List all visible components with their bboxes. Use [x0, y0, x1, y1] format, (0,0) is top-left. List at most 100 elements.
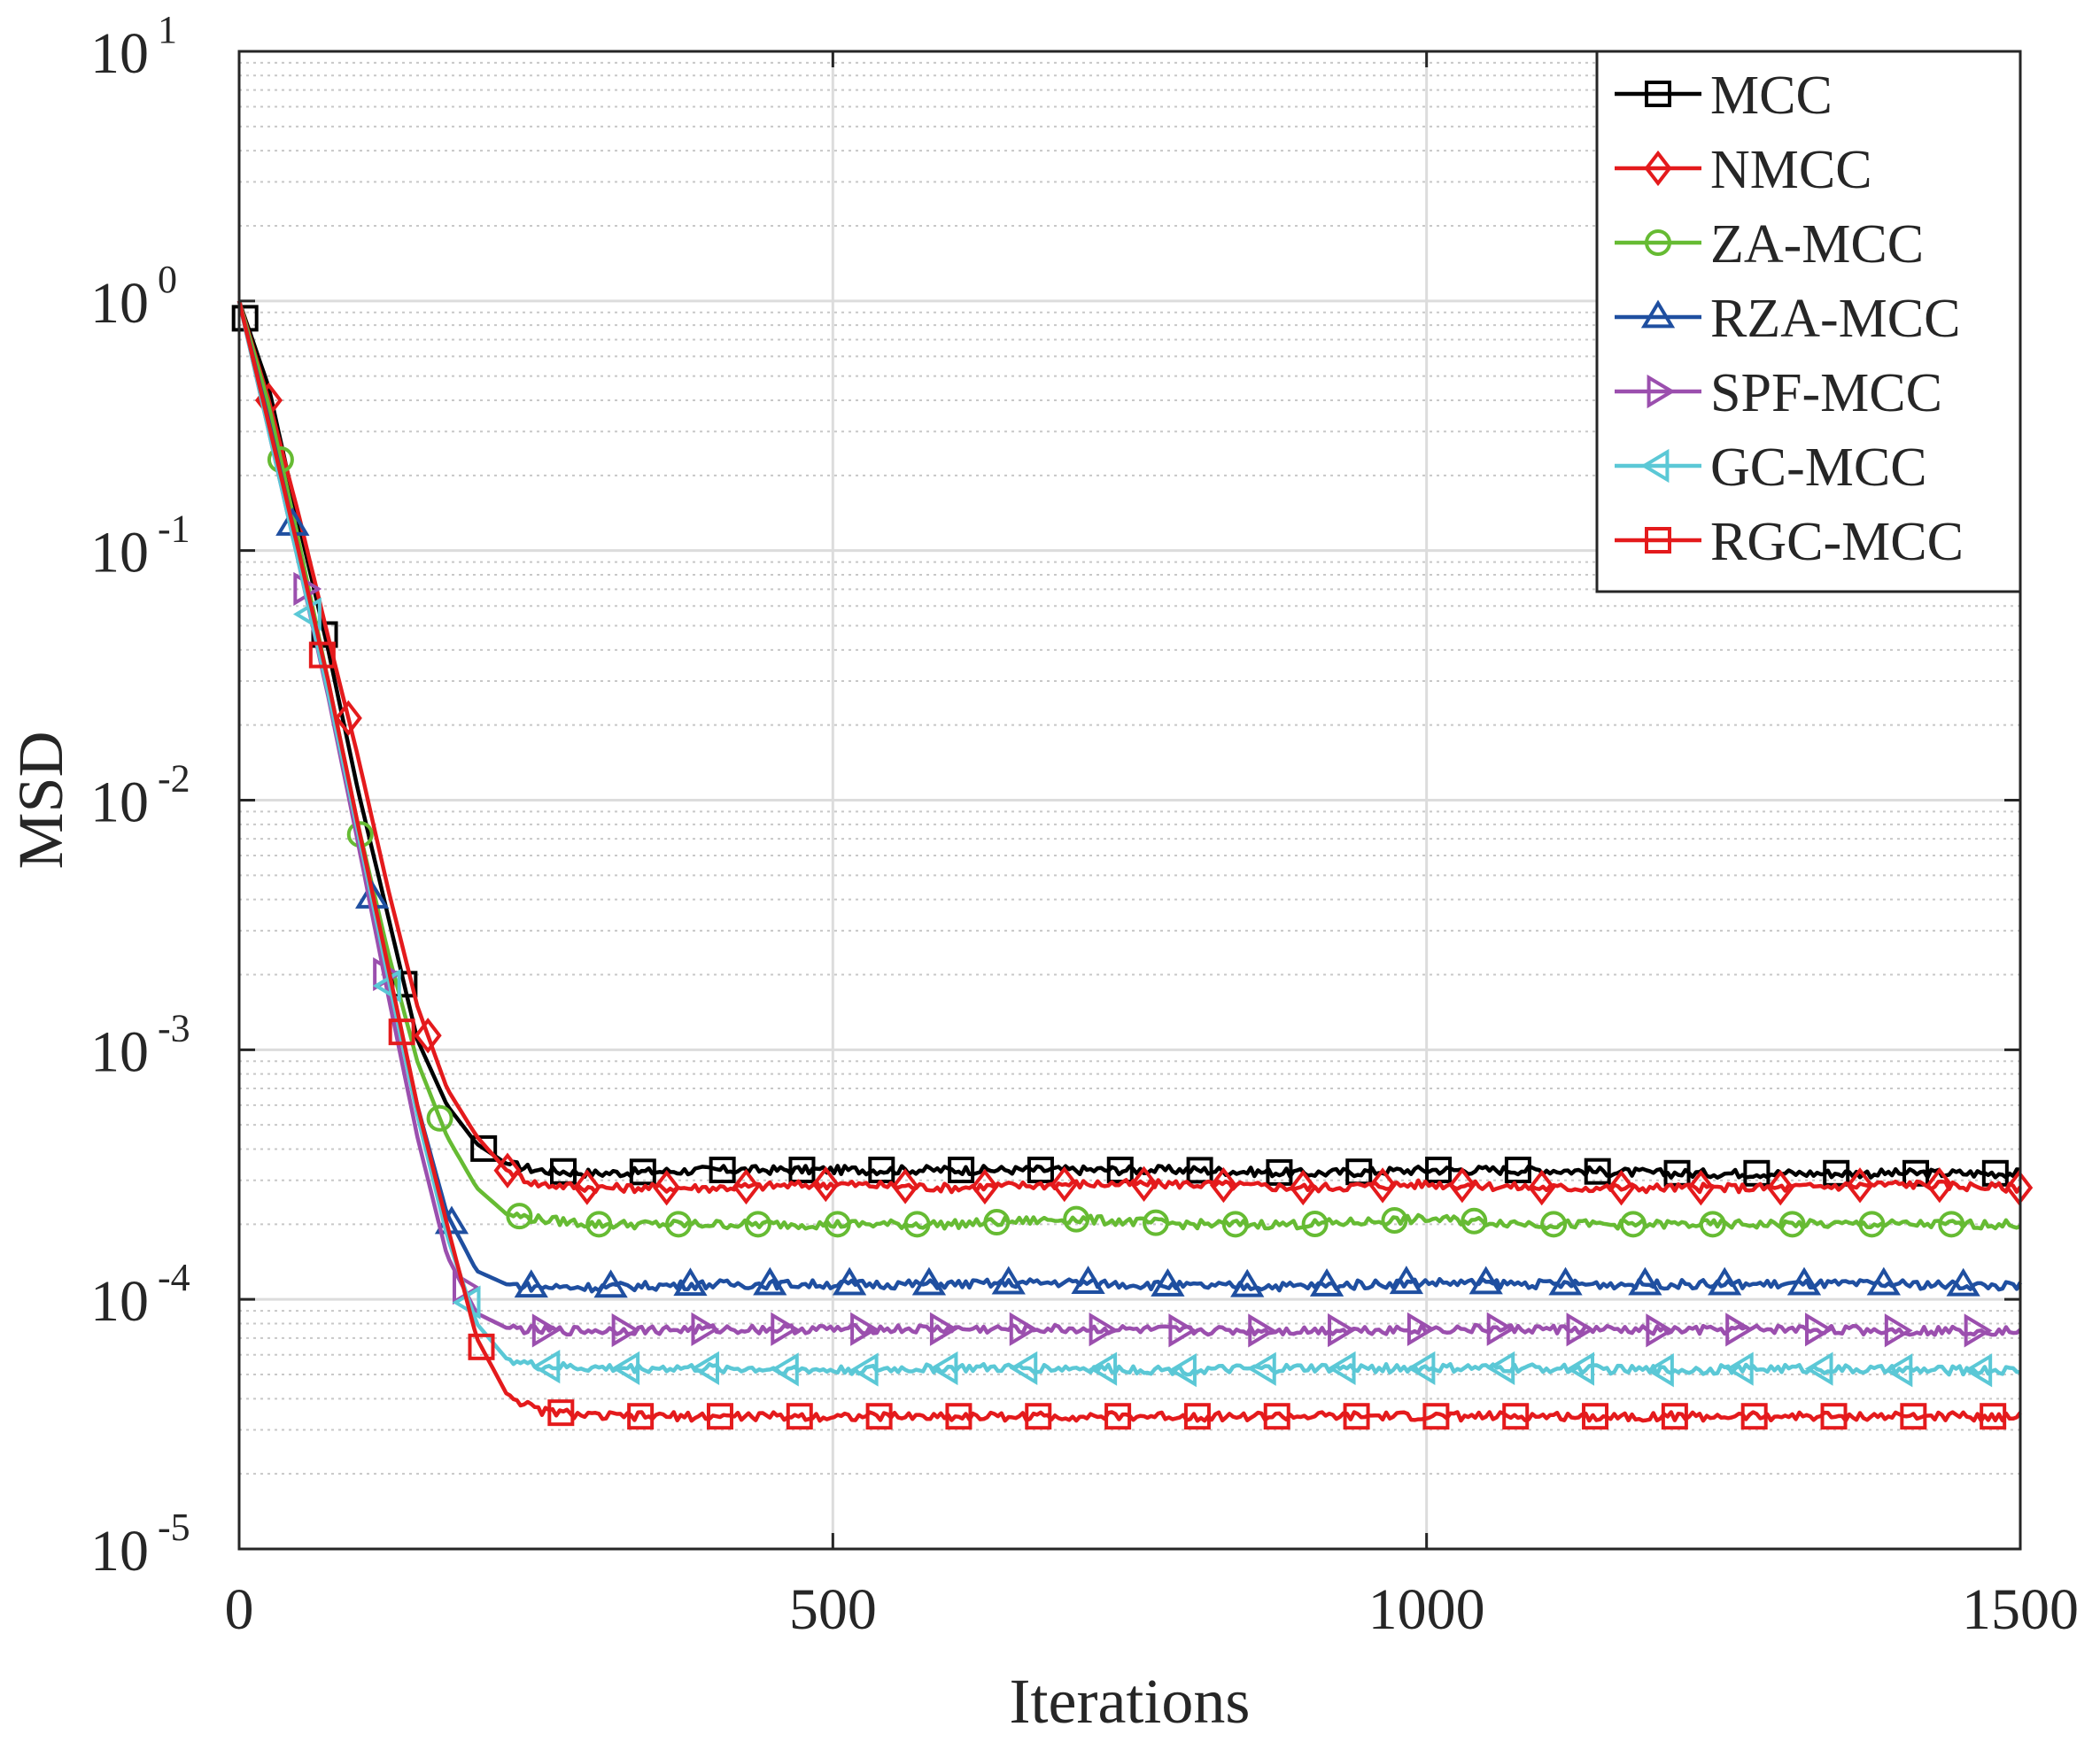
marker-triangle-left	[1247, 1351, 1276, 1386]
marker-triangle-left	[1640, 448, 1670, 484]
marker-square	[308, 641, 336, 669]
legend-item-nmcc: NMCC	[1615, 140, 1872, 200]
marker-triangle-left	[1327, 1351, 1356, 1386]
y-tick-label: 10	[90, 1269, 149, 1334]
series-line-mcc	[236, 300, 2021, 1180]
marker-triangle-left	[1089, 1351, 1118, 1386]
series-rgc-mcc	[236, 300, 2022, 1430]
marker-triangle-right	[1328, 1312, 1356, 1348]
marker-triangle-up	[911, 1266, 947, 1296]
legend-label: GC-MCC	[1710, 438, 1927, 498]
marker-circle	[506, 1203, 533, 1230]
marker-triangle-right	[1089, 1312, 1118, 1347]
marker-diamond	[811, 1165, 840, 1203]
marker-square	[547, 1399, 575, 1427]
marker-diamond	[1608, 1169, 1636, 1206]
legend-item-za-mcc: ZA-MCC	[1615, 214, 1924, 275]
marker-square	[1980, 1403, 2007, 1430]
marker-triangle-up	[1708, 1266, 1742, 1296]
y-tick-label: 10	[90, 521, 149, 585]
y-tick-label-exponent: 0	[158, 258, 177, 301]
marker-triangle-right	[691, 1312, 720, 1347]
marker-square	[1183, 1403, 1211, 1430]
marker-triangle-left	[1884, 1353, 1913, 1388]
marker-triangle-left	[1406, 1351, 1436, 1386]
x-tick-label: 500	[789, 1577, 877, 1642]
y-tick-label-exponent: -3	[158, 1006, 190, 1049]
marker-square	[948, 1157, 975, 1184]
marker-triangle-up	[1389, 1266, 1424, 1295]
marker-triangle-right	[1884, 1313, 1913, 1348]
marker-triangle-left	[1566, 1351, 1595, 1386]
marker-square	[627, 1403, 655, 1430]
marker-square	[709, 1157, 736, 1184]
x-tick-label: 1500	[1962, 1577, 2079, 1642]
marker-triangle-right	[1486, 1312, 1515, 1346]
legend-label: ZA-MCC	[1710, 214, 1924, 275]
marker-triangle-left	[691, 1351, 719, 1386]
series-line-rza-mcc	[236, 300, 2022, 1294]
marker-triangle-up	[832, 1266, 867, 1296]
marker-circle	[585, 1211, 613, 1238]
marker-triangle-right	[611, 1312, 640, 1348]
marker-square	[788, 1157, 816, 1184]
legend-label: RZA-MCC	[1710, 289, 1960, 349]
y-axis-label: MSD	[5, 731, 76, 869]
marker-triangle-right	[531, 1313, 561, 1348]
marker-circle	[1619, 1211, 1647, 1238]
marker-triangle-right	[1725, 1312, 1755, 1347]
legend-item-gc-mcc: GC-MCC	[1615, 438, 1927, 498]
marker-circle	[1142, 1209, 1169, 1236]
y-tick-label: 10	[90, 271, 149, 336]
marker-triangle-right	[1248, 1313, 1277, 1348]
series-line-spf-mcc	[236, 300, 2022, 1337]
marker-square	[550, 1158, 577, 1185]
marker-triangle-left	[1486, 1351, 1515, 1386]
series-nmcc	[236, 300, 2034, 1206]
legend-label: SPF-MCC	[1710, 363, 1942, 423]
series-spf-mcc	[236, 300, 2022, 1348]
marker-square	[1582, 1403, 1609, 1430]
marker-diamond	[1766, 1169, 1794, 1206]
marker-diamond	[1289, 1169, 1317, 1206]
marker-triangle-right	[771, 1312, 800, 1346]
y-tick-label-exponent: -5	[158, 1506, 190, 1549]
legend-item-rgc-mcc: RGC-MCC	[1615, 512, 1964, 572]
legend-item-mcc: MCC	[1615, 66, 1833, 126]
marker-triangle-right	[1647, 374, 1676, 409]
marker-diamond	[1846, 1167, 1874, 1204]
marker-triangle-left	[611, 1351, 640, 1386]
marker-square	[945, 1403, 973, 1430]
marker-diamond	[1686, 1169, 1715, 1206]
marker-diamond	[732, 1168, 760, 1205]
marker-triangle-left	[849, 1352, 879, 1387]
legend-label: RGC-MCC	[1710, 512, 1964, 572]
marker-triangle-right	[1406, 1312, 1436, 1347]
marker-diamond	[653, 1169, 681, 1206]
marker-triangle-right	[1646, 1313, 1675, 1348]
marker-triangle-left	[929, 1351, 958, 1386]
marker-square	[1900, 1403, 1927, 1430]
marker-triangle-up	[991, 1266, 1026, 1295]
marker-diamond	[573, 1169, 601, 1205]
marker-diamond	[1209, 1166, 1237, 1204]
marker-triangle-up	[673, 1267, 708, 1297]
marker-circle	[903, 1211, 931, 1238]
marker-triangle-up	[1640, 299, 1676, 329]
marker-square	[629, 1158, 656, 1186]
marker-triangle-right	[929, 1312, 958, 1346]
marker-diamond	[1448, 1166, 1476, 1204]
x-tick-label: 0	[225, 1577, 254, 1642]
marker-diamond	[1368, 1167, 1397, 1204]
marker-diamond	[414, 1018, 442, 1054]
y-tick-label-exponent: -1	[158, 507, 190, 551]
marker-square	[1661, 1403, 1688, 1430]
marker-diamond	[1130, 1165, 1158, 1203]
marker-square	[786, 1403, 813, 1430]
legend-label: MCC	[1710, 66, 1833, 126]
marker-triangle-right	[1964, 1313, 1993, 1348]
marker-square	[1645, 527, 1671, 554]
marker-triangle-left	[1645, 1353, 1674, 1388]
